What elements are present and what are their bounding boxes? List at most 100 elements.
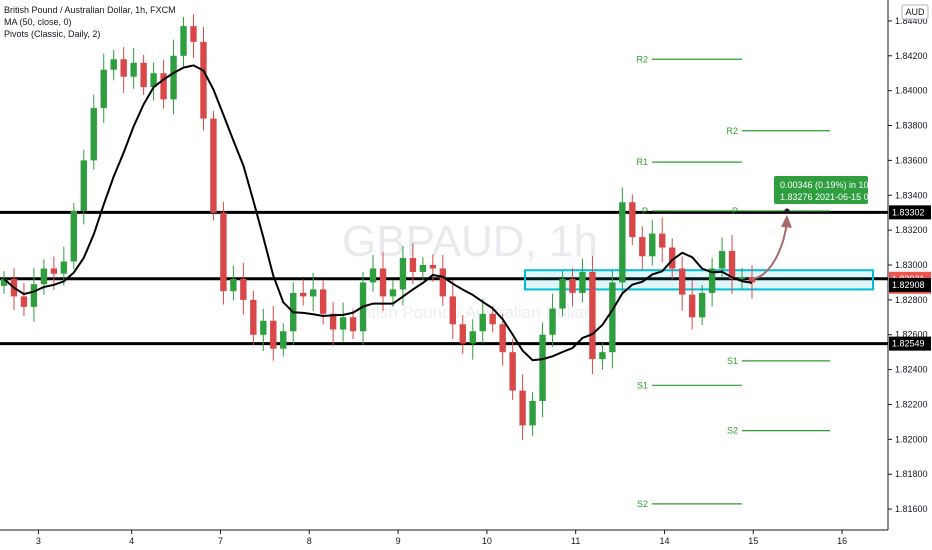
candle-body[interactable]: [399, 258, 407, 290]
candle-body[interactable]: [728, 251, 736, 279]
candle-body[interactable]: [349, 317, 357, 332]
candle-body[interactable]: [738, 277, 746, 279]
candle-body[interactable]: [748, 277, 756, 283]
candle-body[interactable]: [40, 268, 48, 285]
candle-body[interactable]: [479, 313, 486, 332]
candle-body[interactable]: [678, 268, 686, 295]
price-tick-label: 1.82600: [895, 330, 928, 340]
candles[interactable]: [0, 14, 756, 441]
currency-box[interactable]: [901, 4, 929, 20]
time-axis[interactable]: 3 4 7 8 9 10 11 14 15 16: [0, 529, 888, 546]
candle-body[interactable]: [659, 233, 666, 248]
candle-body[interactable]: [469, 331, 476, 344]
price-tick-label: 1.83000: [895, 260, 928, 270]
candle-body[interactable]: [519, 390, 526, 426]
candle-body[interactable]: [240, 278, 247, 300]
candle-body[interactable]: [549, 308, 556, 335]
candle-body[interactable]: [280, 331, 287, 349]
pivot-label: R2: [726, 126, 738, 136]
candle-body[interactable]: [140, 62, 147, 88]
candle-body[interactable]: [489, 313, 496, 325]
watermark-description: British Pound / Australian Dollar: [350, 303, 589, 322]
candle-body[interactable]: [220, 212, 227, 292]
projection-arrow[interactable]: 0.00346 (0.19%) in 10h 1.83276 2021-06-15…: [751, 176, 886, 280]
candle-body[interactable]: [569, 278, 576, 293]
candle-body[interactable]: [449, 296, 456, 325]
candle-body[interactable]: [639, 237, 646, 257]
candle-body[interactable]: [688, 294, 696, 318]
candle-body[interactable]: [329, 313, 337, 330]
measure-box[interactable]: [774, 176, 868, 204]
support-zone[interactable]: [524, 269, 874, 291]
support-zone-rect[interactable]: [524, 269, 874, 291]
candle-body[interactable]: [369, 268, 377, 283]
candle-body[interactable]: [180, 26, 187, 56]
candle-body[interactable]: [389, 289, 397, 297]
candle-body[interactable]: [629, 202, 636, 238]
ma-indicator-label[interactable]: MA (50, close, 0): [4, 17, 72, 27]
candle-body[interactable]: [170, 55, 177, 100]
candle-body[interactable]: [459, 324, 466, 344]
candle-body[interactable]: [20, 296, 28, 307]
price-tag-bg: [889, 336, 931, 351]
measure-target-point[interactable]: [784, 208, 790, 214]
candle-body[interactable]: [210, 118, 217, 213]
candle-body[interactable]: [50, 268, 58, 274]
candle-body[interactable]: [708, 268, 716, 293]
price-axis[interactable]: 1.84400 1.84200 1.84000 1.83800 1.83600 1.834…: [887, 0, 932, 550]
candle-body[interactable]: [260, 320, 267, 335]
candle-body[interactable]: [230, 278, 237, 292]
candle-body[interactable]: [419, 265, 427, 272]
candle-body[interactable]: [70, 210, 78, 262]
candle-body[interactable]: [409, 258, 417, 272]
candle-body[interactable]: [698, 292, 706, 318]
moving-average[interactable]: [3, 64, 753, 362]
candle-body[interactable]: [319, 289, 327, 314]
candle-body[interactable]: [150, 73, 157, 88]
candle-body[interactable]: [300, 292, 307, 297]
candle-body[interactable]: [539, 334, 546, 401]
candle-body[interactable]: [270, 320, 277, 349]
candle-body[interactable]: [669, 247, 676, 269]
pivots-indicator-label[interactable]: Pivots (Classic, Daily, 2): [4, 29, 101, 39]
candle-body[interactable]: [499, 324, 506, 353]
candle-body[interactable]: [120, 59, 127, 77]
candle-body[interactable]: [439, 268, 447, 297]
candle-body[interactable]: [529, 400, 536, 426]
candle-body[interactable]: [589, 271, 596, 360]
candle-body[interactable]: [429, 265, 437, 269]
candle-body[interactable]: [649, 233, 656, 257]
candle-body[interactable]: [559, 278, 566, 309]
projection-curve[interactable]: [751, 220, 788, 280]
price-tick-label: 1.84400: [895, 16, 928, 26]
price-tick-label: 1.81600: [895, 504, 928, 514]
candle-body[interactable]: [80, 160, 87, 211]
candle-body[interactable]: [379, 268, 387, 297]
time-tick-label: 7: [218, 536, 223, 546]
candle-body[interactable]: [509, 352, 516, 391]
candle-body[interactable]: [90, 108, 97, 161]
price-tick-label: 1.81800: [895, 469, 928, 479]
candle-body[interactable]: [60, 261, 68, 274]
candle-body[interactable]: [190, 26, 197, 42]
candle-body[interactable]: [579, 271, 586, 293]
candle-body[interactable]: [200, 41, 207, 119]
candle-body[interactable]: [110, 59, 117, 70]
candle-body[interactable]: [250, 299, 257, 335]
candle-body[interactable]: [130, 62, 137, 77]
candle-body[interactable]: [599, 352, 606, 360]
candle-body[interactable]: [619, 202, 626, 283]
candle-body[interactable]: [718, 251, 726, 269]
candle-body[interactable]: [0, 278, 8, 286]
candle-body[interactable]: [30, 284, 38, 307]
pivot-label: P: [732, 206, 738, 216]
candle-body[interactable]: [100, 69, 107, 109]
candle-body[interactable]: [339, 317, 347, 330]
candle-body[interactable]: [609, 282, 616, 353]
candle-body[interactable]: [160, 73, 167, 100]
currency-label[interactable]: AUD: [905, 7, 925, 17]
ma-line[interactable]: [3, 64, 753, 362]
symbol-title[interactable]: British Pound / Australian Dollar, 1h, F…: [4, 5, 176, 15]
candle-body[interactable]: [309, 289, 317, 297]
